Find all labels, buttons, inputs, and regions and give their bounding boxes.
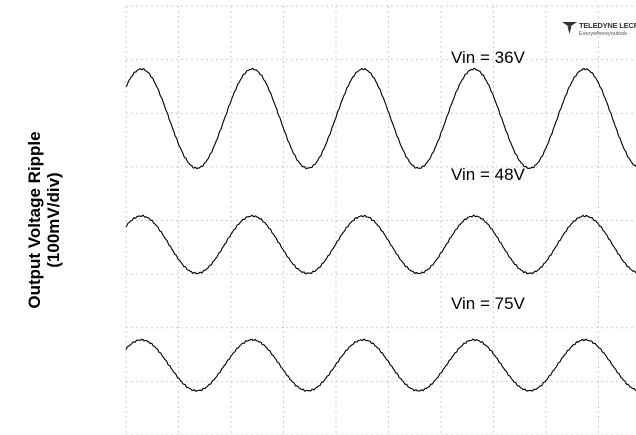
ripple-trace-2 [125, 214, 636, 275]
y-axis-label-area: Output Voltage Ripple (100mV/div) [4, 70, 84, 370]
logo-brand-text: TELEDYNE LECROY [579, 21, 636, 30]
logo-tagline: Everywhereyoulook [579, 31, 627, 37]
grid [125, 5, 636, 435]
trace-label-75v: Vin = 75V [451, 294, 525, 313]
ripple-trace-1 [125, 67, 636, 170]
trace-label-36v: Vin = 36V [451, 48, 525, 67]
y-axis-label: Output Voltage Ripple (100mV/div) [25, 131, 63, 308]
y-axis-label-line-1: Output Voltage Ripple [25, 131, 44, 309]
y-axis-label-line-2: (100mV/div) [44, 172, 63, 268]
teledyne-lecroy-logo: TELEDYNE LECROY Everywhereyoulook [562, 20, 636, 42]
ripple-trace-3 [125, 338, 636, 393]
traces [125, 67, 636, 393]
logo-mark-icon [562, 22, 577, 34]
trace-label-48v: Vin = 48V [451, 165, 525, 184]
